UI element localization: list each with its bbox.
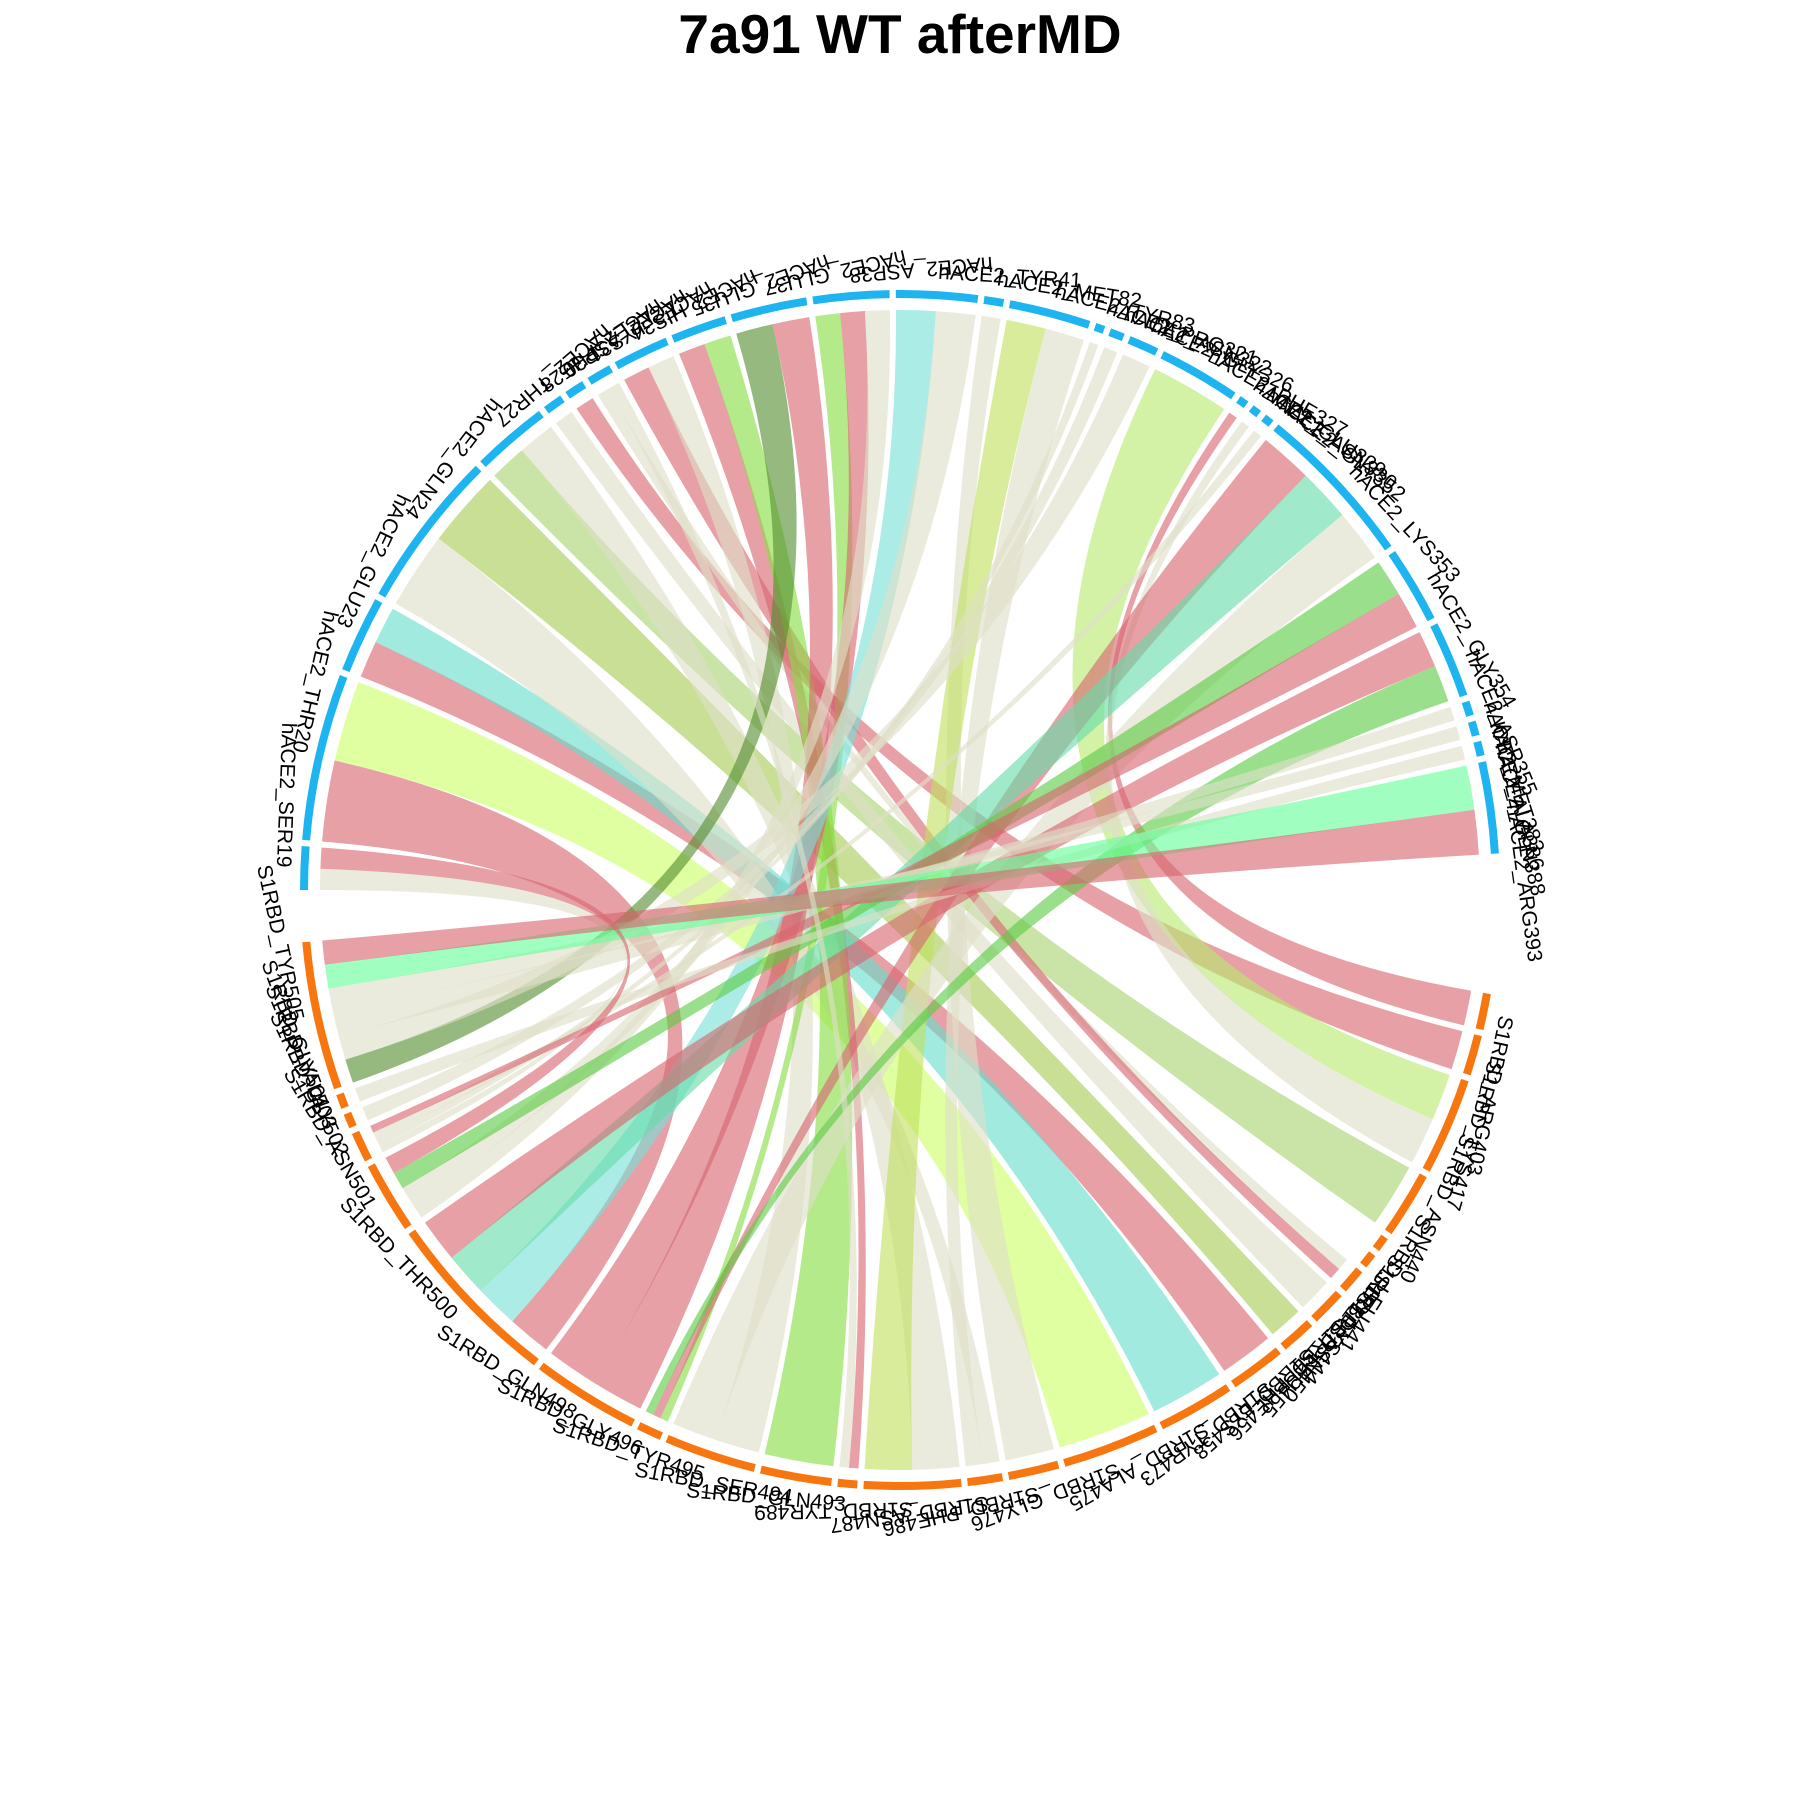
segment-arc-s1rbd_ala475 — [1159, 1384, 1231, 1430]
segment-arc-hace2_glu23 — [342, 599, 383, 673]
segment-arc-s1rbd_lys444 — [1372, 1234, 1388, 1252]
segment-arc-hace2_his34 — [614, 337, 669, 370]
segment-arc-s1rbd_arg403 — [1475, 992, 1491, 1031]
chord-link — [375, 608, 1220, 1412]
segment-arc-hace2_glu329 — [1236, 396, 1249, 409]
segment-arc-hace2_thr27 — [480, 410, 544, 468]
chord-link — [438, 479, 1299, 1335]
segment-arc-s1rbd_tyr489 — [863, 1478, 962, 1490]
segment-arc-s1rbd_leu441 — [1384, 1173, 1427, 1235]
segment-arc-hace2_asp38 — [812, 290, 890, 305]
segment-arc-hace2_phe327 — [1160, 351, 1236, 400]
segment-arc-s1rbd_phe486 — [1007, 1460, 1060, 1480]
segment-arc-hace2_glu35 — [671, 316, 727, 343]
chord-link — [673, 514, 1376, 1440]
segment-arc-hace2_glu37 — [730, 297, 808, 323]
segment-arc-s1rbd_tyr505 — [302, 941, 342, 1090]
segment-arc-s1rbd_gln498 — [538, 1362, 635, 1427]
chord-link — [555, 412, 1327, 1308]
links-layer — [320, 309, 1479, 1470]
segment-arc-hace2_met82 — [983, 295, 1005, 307]
segment-arc-hace2_asn322 — [1108, 328, 1125, 342]
segment-arc-hace2_asp355 — [1430, 623, 1468, 698]
segment-arc-hace2_met383 — [1461, 700, 1474, 717]
chord-link — [324, 765, 1475, 989]
segment-arc-s1rbd_lys417 — [1463, 1034, 1482, 1076]
segment-arc-hace2_gln388 — [1473, 740, 1485, 757]
segment-arc-s1rbd_gln493 — [837, 1478, 858, 1489]
chord-link — [370, 593, 1417, 1133]
segment-arc-s1rbd_thr500 — [408, 1229, 539, 1366]
group-arcs-layer — [300, 289, 1499, 1490]
chord-link — [424, 632, 1436, 1258]
segment-label: hACE2_SER19 — [272, 722, 300, 868]
segment-arc-hace2_lys353 — [1273, 424, 1392, 551]
segment-arc-s1rbd_leu455 — [1339, 1267, 1363, 1292]
segment-arc-hace2_gly354 — [1388, 551, 1435, 622]
segment-arc-s1rbd_phe456 — [1311, 1290, 1342, 1322]
chord-link — [393, 562, 1399, 1189]
segment-arc-hace2_ser19 — [300, 846, 310, 890]
segment-arc-s1rbd_asn440 — [1422, 1078, 1469, 1172]
segment-arc-hace2_asp30 — [565, 381, 587, 399]
segment-arc-hace2_tyr41 — [895, 289, 979, 304]
chart-title: 7a91 WT afterMD — [678, 3, 1122, 65]
segment-arc-hace2_gln24 — [378, 465, 482, 598]
segment-arc-s1rbd_ser494 — [759, 1465, 832, 1487]
segment-arc-s1rbd_asn450 — [1360, 1251, 1376, 1268]
chord-link — [333, 706, 1455, 1037]
segment-arc-s1rbd_lys458 — [1280, 1320, 1313, 1350]
chord-link — [1104, 421, 1433, 1163]
segment-arc-s1rbd_gly502 — [351, 1130, 373, 1162]
chord-link — [594, 317, 833, 1409]
chord-link — [354, 745, 1466, 1102]
chord-link — [360, 642, 1269, 1371]
segment-arc-s1rbd_gly504 — [336, 1092, 349, 1109]
segment-arc-s1rbd_gly476 — [1063, 1424, 1158, 1467]
chord-link — [864, 319, 1046, 1470]
chord-link — [395, 538, 1000, 1465]
chord-link — [946, 315, 1055, 1461]
segment-arc-hace2_gly352 — [1261, 414, 1274, 427]
chord-link — [653, 439, 1306, 1419]
chord-link — [521, 426, 960, 1470]
segment-arc-hace2_thr20 — [302, 674, 348, 841]
chord-link — [334, 682, 1149, 1448]
segment-arc-s1rbd_gly496 — [636, 1422, 663, 1440]
segment-arc-hace2_ala386 — [1467, 720, 1480, 737]
segment-arc-hace2_lys31 — [587, 365, 613, 385]
segment-arc-s1rbd_tyr495 — [665, 1434, 756, 1472]
segment-arc-s1rbd_tyr473 — [1231, 1347, 1281, 1388]
segment-label: hACE2_THR20 — [287, 609, 342, 755]
segment-arc-hace2_gly326 — [1127, 336, 1159, 356]
chord-link — [660, 313, 853, 1422]
segment-arc-hace2_phe28 — [543, 395, 565, 414]
segment-arc-hace2_asn330 — [1248, 405, 1262, 418]
segment-arc-s1rbd_asn501 — [367, 1163, 412, 1229]
segment-arc-hace2_arg393 — [1478, 761, 1499, 854]
segment-arc-hace2_pro321 — [1093, 323, 1106, 334]
segment-arc-s1rbd_asn487 — [967, 1473, 1004, 1487]
segment-arc-s1rbd_val503 — [343, 1111, 357, 1129]
segment-arc-hace2_tyr83 — [1008, 300, 1091, 329]
segment-label: S1RBD_TYR489 — [754, 1497, 913, 1523]
